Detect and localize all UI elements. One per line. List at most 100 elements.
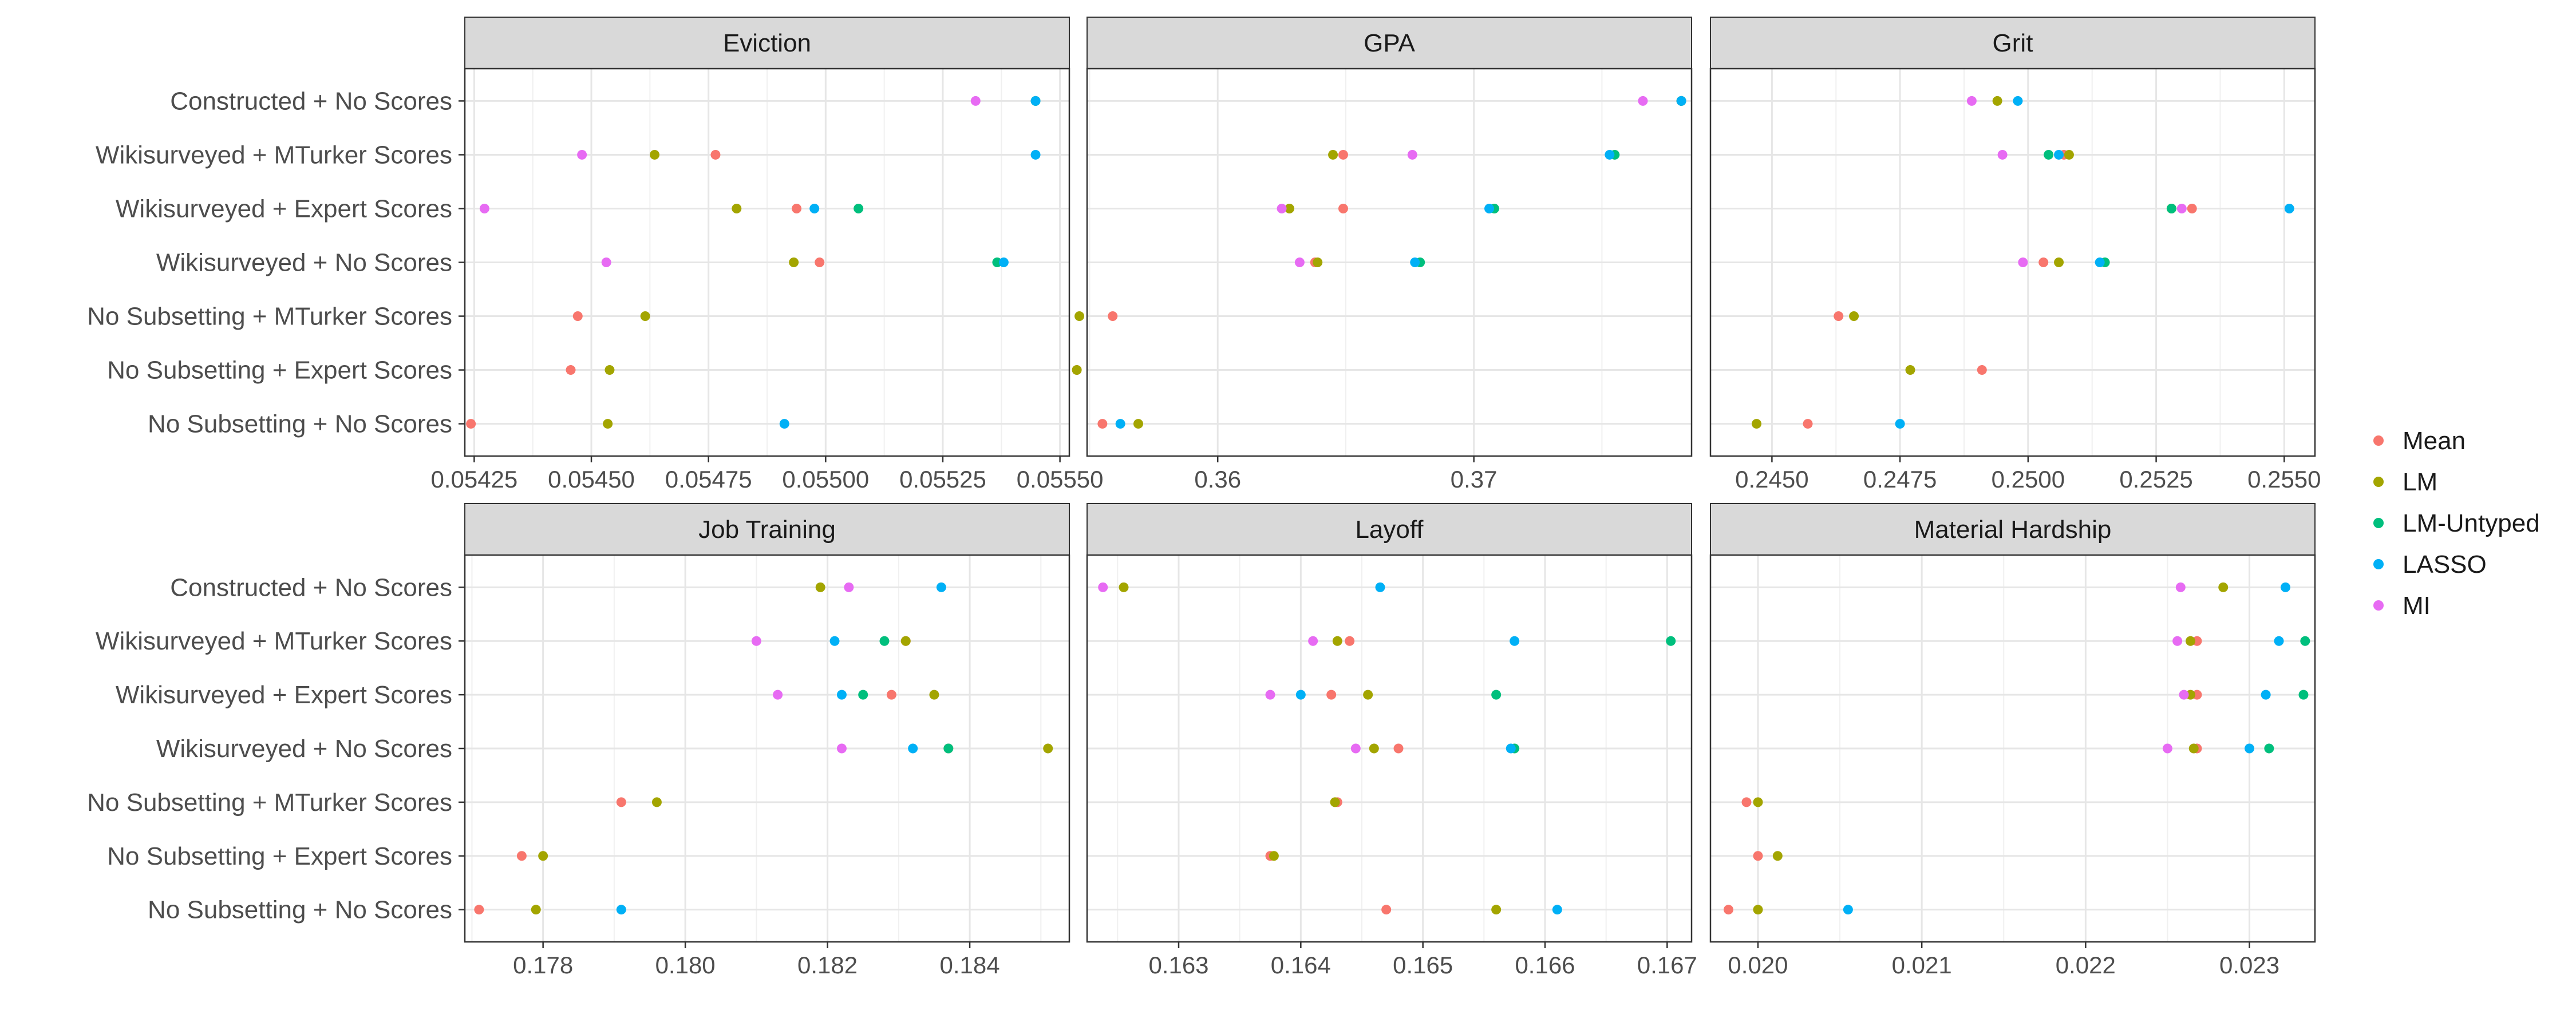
point-lm-wikisurveyed-no-scores bbox=[1313, 258, 1323, 267]
legend-key-mean bbox=[2373, 435, 2384, 446]
panel-title: Grit bbox=[1993, 29, 2033, 57]
point-lasso-wikisurveyed-no-scores bbox=[998, 258, 1009, 267]
point-mean-no-subsetting-expert-scores bbox=[1977, 365, 1987, 375]
point-mean-no-subsetting-mturker-scores bbox=[1108, 311, 1118, 322]
legend-key-lm bbox=[2373, 477, 2384, 487]
x-tick-label: 0.182 bbox=[797, 952, 858, 978]
point-lasso-no-subsetting-no-scores bbox=[779, 419, 789, 429]
point-lasso-wikisurveyed-expert-scores bbox=[2261, 690, 2271, 700]
point-lasso-wikisurveyed-no-scores bbox=[1410, 258, 1420, 267]
y-tick-label: Wikisurveyed + MTurker Scores bbox=[96, 627, 452, 655]
point-lm-untyped-wikisurveyed-no-scores bbox=[943, 743, 954, 754]
point-mean-wikisurveyed-expert-scores bbox=[886, 690, 896, 700]
panel-border bbox=[1709, 554, 2316, 943]
x-tick-label: 0.05550 bbox=[1017, 466, 1104, 493]
point-mean-wikisurveyed-mturker-scores bbox=[1345, 636, 1355, 646]
x-tick-label: 0.37 bbox=[1451, 466, 1498, 493]
point-mean-wikisurveyed-expert-scores bbox=[1326, 690, 1337, 700]
x-tick-label: 0.05525 bbox=[899, 466, 986, 493]
point-lm-no-subsetting-expert-scores bbox=[1072, 365, 1082, 375]
point-lm-no-subsetting-no-scores bbox=[1133, 419, 1143, 429]
point-lasso-wikisurveyed-mturker-scores bbox=[1510, 636, 1520, 646]
x-tick-label: 0.021 bbox=[1892, 952, 1952, 978]
point-mi-wikisurveyed-mturker-scores bbox=[1308, 636, 1318, 646]
point-lm-wikisurveyed-mturker-scores bbox=[2186, 636, 2196, 646]
point-mi-constructed-no-scores bbox=[1638, 96, 1648, 106]
panel-border bbox=[1086, 554, 1693, 943]
point-lm-no-subsetting-expert-scores bbox=[605, 365, 615, 375]
point-lasso-no-subsetting-no-scores bbox=[1552, 905, 1562, 915]
point-mi-wikisurveyed-mturker-scores bbox=[577, 149, 587, 160]
point-lasso-wikisurveyed-expert-scores bbox=[1484, 203, 1495, 213]
point-lm-no-subsetting-no-scores bbox=[603, 419, 613, 429]
y-tick-label: No Subsetting + Expert Scores bbox=[107, 356, 452, 385]
point-mi-wikisurveyed-no-scores bbox=[1294, 258, 1305, 267]
x-tick-label: 0.05425 bbox=[430, 466, 517, 493]
point-mi-constructed-no-scores bbox=[1966, 96, 1977, 106]
panel-gpa: GPA 0.36 0.37 bbox=[1072, 17, 1693, 493]
point-mi-wikisurveyed-no-scores bbox=[1350, 743, 1361, 754]
legend: Mean LM LM-Untyped LASSO MI bbox=[2373, 427, 2540, 620]
panel-title: Eviction bbox=[723, 29, 811, 57]
y-tick-label: No Subsetting + MTurker Scores bbox=[87, 303, 452, 331]
panel-eviction: Eviction 0.05425 0.05450 0.05475 0.05500 0.05… bbox=[87, 17, 1104, 493]
point-lasso-no-subsetting-no-scores bbox=[1843, 905, 1853, 915]
point-lasso-wikisurveyed-no-scores bbox=[1506, 743, 1516, 754]
point-mi-wikisurveyed-no-scores bbox=[836, 743, 847, 754]
x-tick-label: 0.2550 bbox=[2247, 466, 2321, 493]
point-lasso-wikisurveyed-mturker-scores bbox=[1605, 149, 1615, 160]
point-lm-constructed-no-scores bbox=[1119, 582, 1129, 592]
point-mean-no-subsetting-no-scores bbox=[1381, 905, 1392, 915]
point-lm-no-subsetting-mturker-scores bbox=[1074, 311, 1085, 322]
y-tick-label: Wikisurveyed + No Scores bbox=[156, 249, 452, 277]
panel-title: GPA bbox=[1364, 29, 1415, 57]
point-mean-no-subsetting-no-scores bbox=[466, 419, 476, 429]
point-mi-wikisurveyed-expert-scores bbox=[2179, 690, 2189, 700]
point-lasso-wikisurveyed-no-scores bbox=[2095, 258, 2105, 267]
point-mean-no-subsetting-mturker-scores bbox=[616, 797, 626, 807]
panel-strip bbox=[464, 503, 1070, 556]
point-lm-no-subsetting-expert-scores bbox=[1905, 365, 1915, 375]
point-lasso-wikisurveyed-expert-scores bbox=[1295, 690, 1306, 700]
point-lm-wikisurveyed-mturker-scores bbox=[2064, 149, 2074, 160]
point-mi-wikisurveyed-no-scores bbox=[2018, 258, 2028, 267]
point-lm-wikisurveyed-no-scores bbox=[789, 258, 799, 267]
x-tick-label: 0.020 bbox=[1728, 952, 1788, 978]
point-mean-no-subsetting-mturker-scores bbox=[1741, 797, 1752, 807]
y-tick-label: Wikisurveyed + MTurker Scores bbox=[96, 141, 452, 169]
point-lm-wikisurveyed-no-scores bbox=[2188, 743, 2199, 754]
point-lm-wikisurveyed-mturker-scores bbox=[650, 149, 660, 160]
x-tick-label: 0.2450 bbox=[1735, 466, 1808, 493]
panel-title: Material Hardship bbox=[1914, 516, 2112, 544]
point-lasso-constructed-no-scores bbox=[2013, 96, 2023, 106]
point-lasso-wikisurveyed-mturker-scores bbox=[829, 636, 840, 646]
x-tick-label: 0.023 bbox=[2219, 952, 2279, 978]
point-mean-wikisurveyed-expert-scores bbox=[1338, 203, 1348, 213]
point-mean-wikisurveyed-mturker-scores bbox=[1338, 149, 1348, 160]
point-lm-no-subsetting-no-scores bbox=[1752, 419, 1762, 429]
panels-layer: Eviction 0.05425 0.05450 0.05475 0.05500 0.05… bbox=[87, 17, 2321, 978]
legend-key-lasso bbox=[2373, 559, 2384, 569]
point-mean-no-subsetting-expert-scores bbox=[1753, 851, 1763, 861]
point-mi-wikisurveyed-mturker-scores bbox=[1407, 149, 1417, 160]
point-lm-wikisurveyed-mturker-scores bbox=[1332, 636, 1342, 646]
legend-item-mean: Mean bbox=[2373, 427, 2466, 455]
point-lm-untyped-wikisurveyed-expert-scores bbox=[854, 203, 864, 213]
x-tick-label: 0.167 bbox=[1637, 952, 1697, 978]
panel-material-hardship: Material Hardship 0.020 0.021 0.022 0.023 bbox=[1709, 503, 2316, 978]
panel-strip bbox=[1710, 17, 2316, 69]
x-tick-label: 0.2500 bbox=[1992, 466, 2065, 493]
point-lm-wikisurveyed-no-scores bbox=[2054, 258, 2064, 267]
panel-strip bbox=[1086, 17, 1692, 69]
point-lm-no-subsetting-mturker-scores bbox=[1849, 311, 1859, 322]
point-mean-no-subsetting-no-scores bbox=[1723, 905, 1733, 915]
point-lm-untyped-wikisurveyed-no-scores bbox=[2264, 743, 2274, 754]
point-mean-no-subsetting-mturker-scores bbox=[572, 311, 583, 322]
point-lasso-constructed-no-scores bbox=[1030, 96, 1041, 106]
point-lm-constructed-no-scores bbox=[1992, 96, 2002, 106]
point-lm-untyped-wikisurveyed-mturker-scores bbox=[2300, 636, 2310, 646]
point-mi-wikisurveyed-expert-scores bbox=[479, 203, 489, 213]
x-tick-label: 0.178 bbox=[513, 952, 573, 978]
point-lasso-constructed-no-scores bbox=[936, 582, 946, 592]
